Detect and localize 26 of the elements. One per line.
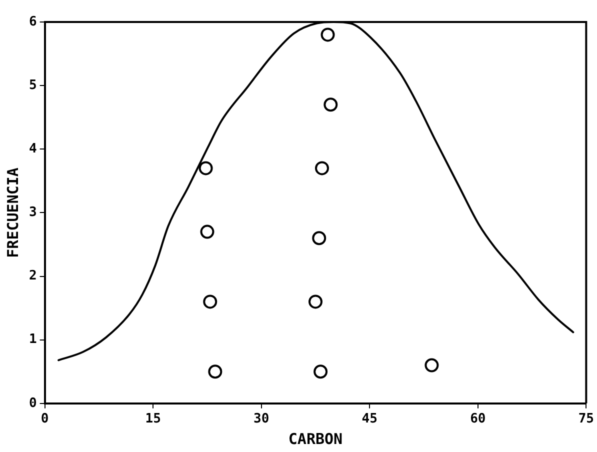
y-tick-label: 6 bbox=[29, 14, 37, 30]
point bbox=[324, 98, 338, 112]
point bbox=[320, 28, 335, 42]
x-axis-title: CARBON bbox=[288, 430, 343, 448]
y-tick-label: 1 bbox=[29, 332, 37, 348]
x-tick-label: 15 bbox=[145, 412, 161, 427]
y-tick-label: 2 bbox=[29, 268, 37, 284]
x-tick-label: 0 bbox=[40, 412, 49, 427]
point bbox=[312, 231, 326, 246]
x-tick-label: 60 bbox=[470, 412, 486, 427]
y-tick-label: 3 bbox=[29, 205, 37, 220]
y-tick-label: 4 bbox=[29, 142, 37, 157]
point bbox=[198, 161, 213, 176]
x-tick-label: 75 bbox=[578, 412, 594, 427]
point bbox=[314, 161, 329, 176]
point bbox=[424, 358, 439, 372]
x-tick-label: 30 bbox=[254, 412, 270, 427]
y-tick-label: 0 bbox=[29, 396, 37, 411]
point bbox=[208, 364, 222, 379]
point bbox=[200, 224, 214, 239]
y-tick-label: 5 bbox=[29, 78, 37, 93]
y-axis-title: FRECUENCIA bbox=[4, 168, 22, 258]
x-tick-label: 45 bbox=[362, 412, 378, 427]
point bbox=[308, 294, 322, 309]
point bbox=[203, 294, 218, 309]
point bbox=[314, 364, 328, 379]
